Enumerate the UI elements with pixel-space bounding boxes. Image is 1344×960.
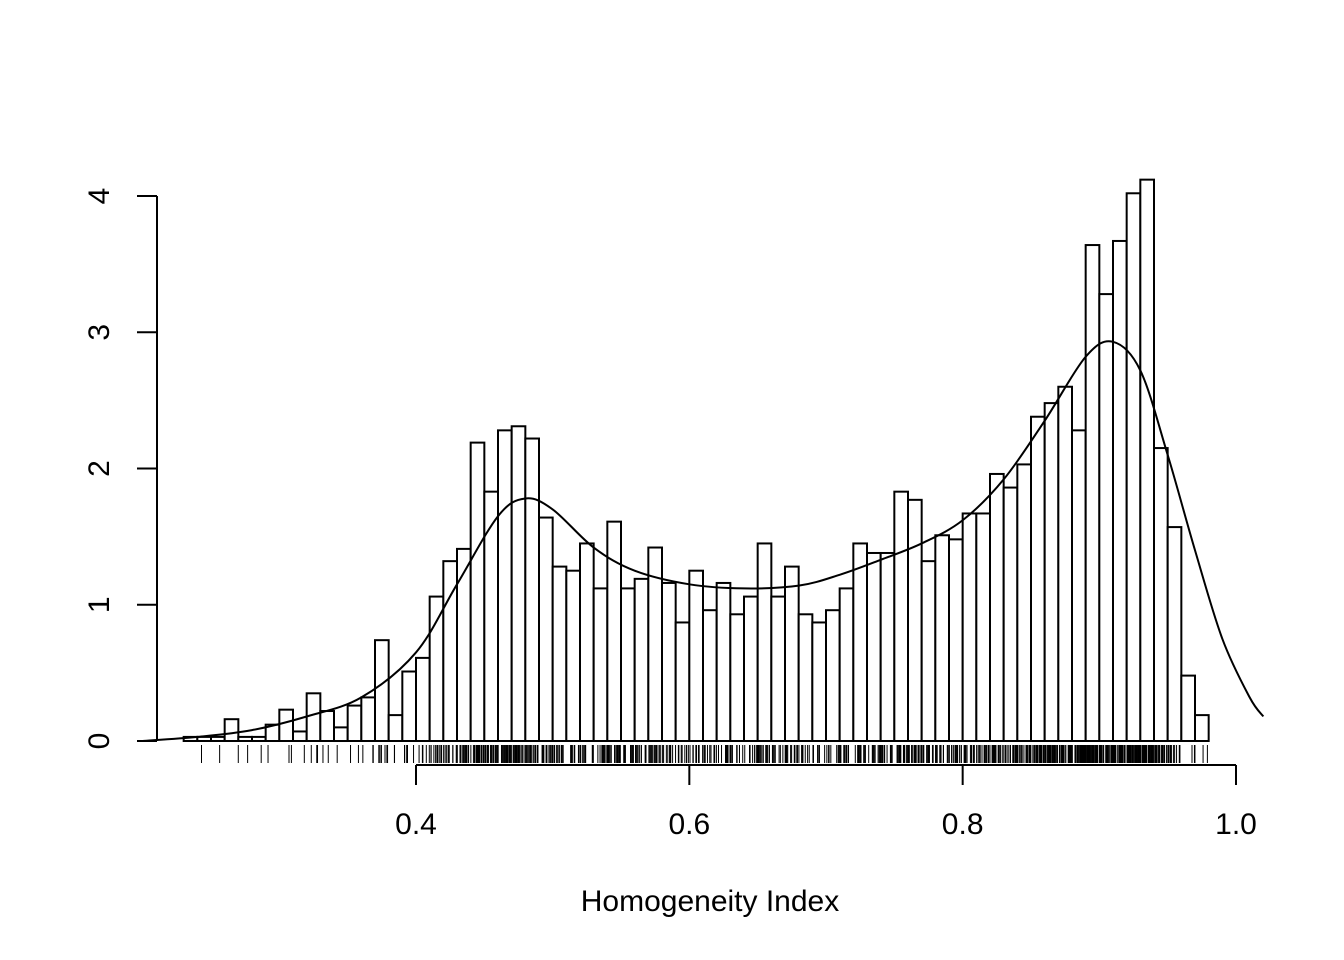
histogram-bar	[606, 520, 623, 743]
histogram-bar	[278, 708, 294, 742]
histogram-bar	[1139, 178, 1155, 742]
histogram-bar	[469, 441, 486, 742]
x-axis-label: Homogeneity Index	[581, 885, 840, 918]
histogram-bar	[1166, 526, 1183, 743]
histogram-bar	[989, 472, 1005, 742]
histogram-bar	[551, 565, 568, 742]
histogram-bar	[866, 551, 882, 742]
histogram-bar	[1030, 415, 1046, 742]
x-axis: 0.4 0.6 0.8 1.0	[395, 764, 1257, 841]
histogram-bar	[1057, 385, 1073, 742]
histogram-bar	[1194, 714, 1210, 742]
histogram-bar	[483, 490, 499, 742]
histogram-bar	[825, 609, 841, 743]
histogram-bar	[374, 639, 390, 742]
histogram-bar	[223, 718, 240, 743]
histogram-bar	[715, 581, 732, 743]
histogram-bars	[182, 178, 1210, 743]
histogram-bar	[1098, 293, 1114, 742]
histogram-bar	[907, 498, 923, 742]
y-tick-label: 2	[83, 460, 116, 477]
histogram-bar	[743, 595, 759, 743]
histogram-bar	[975, 512, 992, 743]
histogram-bar	[756, 542, 773, 742]
histogram-bar	[456, 547, 472, 743]
y-tick-label: 3	[83, 324, 116, 341]
histogram-bar	[1016, 463, 1033, 742]
histogram-bar	[688, 569, 705, 742]
histogram-bar	[237, 735, 254, 742]
histogram-bar	[538, 516, 554, 742]
y-tick-label: 1	[83, 596, 116, 613]
y-tick-label: 4	[83, 188, 116, 205]
histogram-bar	[428, 595, 445, 743]
histogram-bar	[920, 560, 937, 743]
histogram-bar	[1084, 244, 1101, 743]
x-tick-label: 0.6	[668, 808, 710, 841]
histogram-bar	[401, 670, 417, 743]
histogram-bar	[333, 726, 349, 743]
histogram-bar	[319, 710, 335, 743]
histogram-bar	[674, 621, 691, 743]
histogram-bar	[934, 534, 951, 743]
histogram-bar	[1153, 447, 1169, 742]
histogram-bar	[620, 587, 636, 743]
histogram-bar	[852, 542, 869, 742]
histogram-bar	[497, 429, 513, 742]
histogram-bar	[305, 692, 322, 742]
histogram-bar	[811, 621, 828, 743]
histogram-bar	[893, 490, 910, 742]
histogram-bar	[633, 577, 650, 742]
histogram-bar	[961, 512, 978, 743]
histogram-bar	[1043, 402, 1060, 742]
histogram-bar	[579, 542, 595, 742]
histogram-bar	[661, 581, 677, 743]
histogram-bar	[292, 730, 308, 743]
y-tick-label: 0	[83, 733, 116, 750]
histogram-bar	[1180, 674, 1196, 742]
histogram-bar	[1112, 239, 1128, 743]
histogram-bar	[1125, 192, 1142, 742]
histogram-bar	[251, 735, 267, 742]
histogram-bar	[770, 595, 787, 743]
histogram-bar	[702, 609, 718, 743]
rug-marks	[201, 745, 1208, 763]
histogram-bar	[346, 704, 363, 743]
y-axis: 0 1 2 3 4	[83, 188, 158, 750]
histogram-bar	[879, 551, 896, 742]
histogram-bar	[1002, 486, 1019, 742]
histogram-bar	[210, 735, 226, 742]
histogram-bar	[415, 656, 431, 743]
histogram-bar	[838, 587, 855, 743]
histogram-bar	[387, 714, 404, 742]
x-tick-label: 0.8	[942, 808, 984, 841]
density-curve	[142, 340, 1265, 742]
histogram-bar	[948, 538, 964, 742]
histogram-bar	[729, 613, 746, 742]
histogram-bar	[592, 587, 609, 743]
histogram-bar	[784, 565, 800, 742]
histogram-bar	[1071, 429, 1087, 742]
histogram-bar	[360, 696, 376, 743]
histogram-bar	[510, 425, 527, 742]
histogram-bar	[797, 613, 814, 742]
histogram-bar	[565, 569, 582, 742]
histogram-bar	[524, 437, 541, 742]
x-tick-label: 1.0	[1215, 808, 1257, 841]
x-tick-label: 0.4	[395, 808, 437, 841]
